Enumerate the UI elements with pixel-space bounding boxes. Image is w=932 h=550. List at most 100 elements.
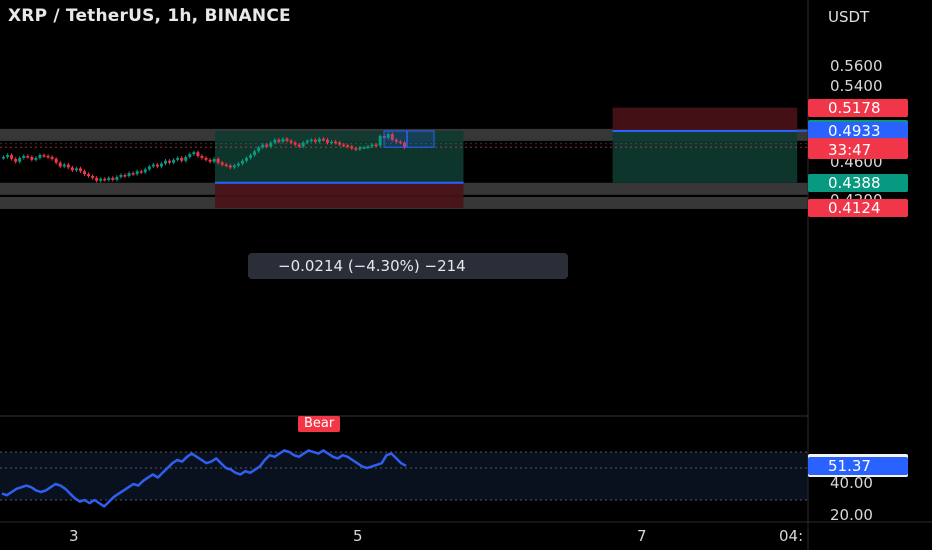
oscillator-band bbox=[0, 452, 808, 500]
candle bbox=[188, 154, 192, 157]
candle bbox=[42, 155, 46, 157]
candle bbox=[204, 157, 208, 160]
candle bbox=[168, 160, 172, 163]
measure-box[interactable] bbox=[383, 130, 435, 148]
candle bbox=[62, 164, 66, 167]
candle bbox=[87, 174, 91, 177]
candle bbox=[131, 173, 135, 175]
oscillator-tick-label: 20.00 bbox=[830, 506, 873, 524]
position-1-loss-area bbox=[612, 107, 798, 131]
candle bbox=[196, 152, 200, 157]
candle bbox=[200, 156, 204, 158]
candle bbox=[147, 166, 151, 170]
candle bbox=[261, 144, 265, 148]
candle bbox=[172, 159, 176, 163]
price-tag: 0.4388 bbox=[808, 173, 908, 192]
candle bbox=[91, 176, 95, 178]
candle bbox=[265, 144, 269, 147]
price-tag: 0.4933 bbox=[808, 121, 908, 140]
candle bbox=[249, 155, 253, 158]
candle bbox=[14, 158, 18, 162]
candle bbox=[18, 157, 22, 162]
candle bbox=[66, 164, 70, 168]
candle bbox=[143, 169, 147, 173]
oscillator-pane bbox=[0, 449, 808, 508]
candle bbox=[394, 139, 398, 142]
candle bbox=[176, 157, 180, 160]
candle bbox=[164, 160, 167, 164]
candle bbox=[398, 141, 402, 144]
position-0-loss-area bbox=[215, 182, 464, 208]
candle bbox=[54, 158, 58, 163]
oscillator-line bbox=[1, 449, 407, 508]
candle bbox=[253, 151, 257, 156]
candle bbox=[115, 176, 119, 180]
candle bbox=[326, 139, 329, 143]
candle bbox=[285, 138, 289, 141]
candle bbox=[346, 145, 350, 148]
candle bbox=[22, 156, 26, 158]
candle bbox=[212, 158, 216, 162]
candle bbox=[74, 168, 78, 171]
candle bbox=[269, 142, 273, 147]
candle bbox=[321, 138, 325, 141]
candle bbox=[313, 139, 317, 142]
candle bbox=[83, 171, 86, 175]
candle bbox=[245, 157, 248, 161]
candle bbox=[127, 173, 131, 177]
measure-label: −0.0214 (−4.30%) −214 bbox=[248, 253, 568, 279]
measure-tool[interactable] bbox=[383, 130, 435, 148]
candle bbox=[362, 147, 366, 149]
candle bbox=[220, 162, 224, 165]
candle bbox=[301, 142, 305, 147]
candle bbox=[38, 155, 42, 158]
time-tick-label: 5 bbox=[353, 527, 363, 545]
candle bbox=[99, 178, 103, 181]
price-tag: 0.4124 bbox=[808, 198, 908, 217]
candle bbox=[103, 178, 107, 181]
time-tick-label: 7 bbox=[637, 527, 647, 545]
candle bbox=[342, 144, 346, 147]
candle bbox=[135, 171, 139, 175]
candle bbox=[192, 152, 196, 155]
price-tick-label: 0.5600 bbox=[830, 57, 883, 76]
candle bbox=[139, 171, 143, 173]
position-0-profit-area bbox=[215, 130, 464, 183]
candle bbox=[366, 146, 370, 148]
candle bbox=[228, 165, 232, 168]
candle bbox=[184, 156, 188, 161]
time-tick-label: 04: bbox=[779, 527, 804, 545]
candle bbox=[305, 140, 309, 143]
candle bbox=[46, 156, 50, 158]
time-tick-label: 3 bbox=[69, 527, 79, 545]
candle bbox=[111, 177, 115, 180]
candle bbox=[208, 159, 212, 162]
candle bbox=[390, 134, 394, 140]
candle bbox=[34, 157, 38, 160]
price-tick-label: 0.5400 bbox=[830, 76, 883, 95]
candle bbox=[334, 141, 338, 144]
candle bbox=[95, 177, 99, 181]
candle bbox=[277, 139, 281, 142]
candle bbox=[273, 139, 277, 143]
candle bbox=[155, 164, 159, 167]
candle bbox=[309, 139, 313, 142]
oscillator-tag: 51.37 bbox=[808, 456, 908, 475]
candle bbox=[374, 144, 378, 147]
candle bbox=[216, 158, 220, 163]
candle bbox=[378, 136, 382, 146]
candle bbox=[78, 168, 82, 172]
candle bbox=[224, 164, 228, 167]
candlestick-series bbox=[2, 132, 406, 183]
candle bbox=[354, 148, 358, 150]
candle bbox=[338, 142, 342, 145]
candle bbox=[30, 156, 34, 160]
candle bbox=[297, 144, 301, 147]
candle bbox=[26, 156, 30, 158]
position-tools[interactable] bbox=[215, 107, 808, 208]
candle bbox=[151, 164, 155, 167]
candle bbox=[119, 175, 123, 177]
candle bbox=[58, 162, 62, 167]
price-axis-currency: USDT bbox=[828, 8, 870, 26]
